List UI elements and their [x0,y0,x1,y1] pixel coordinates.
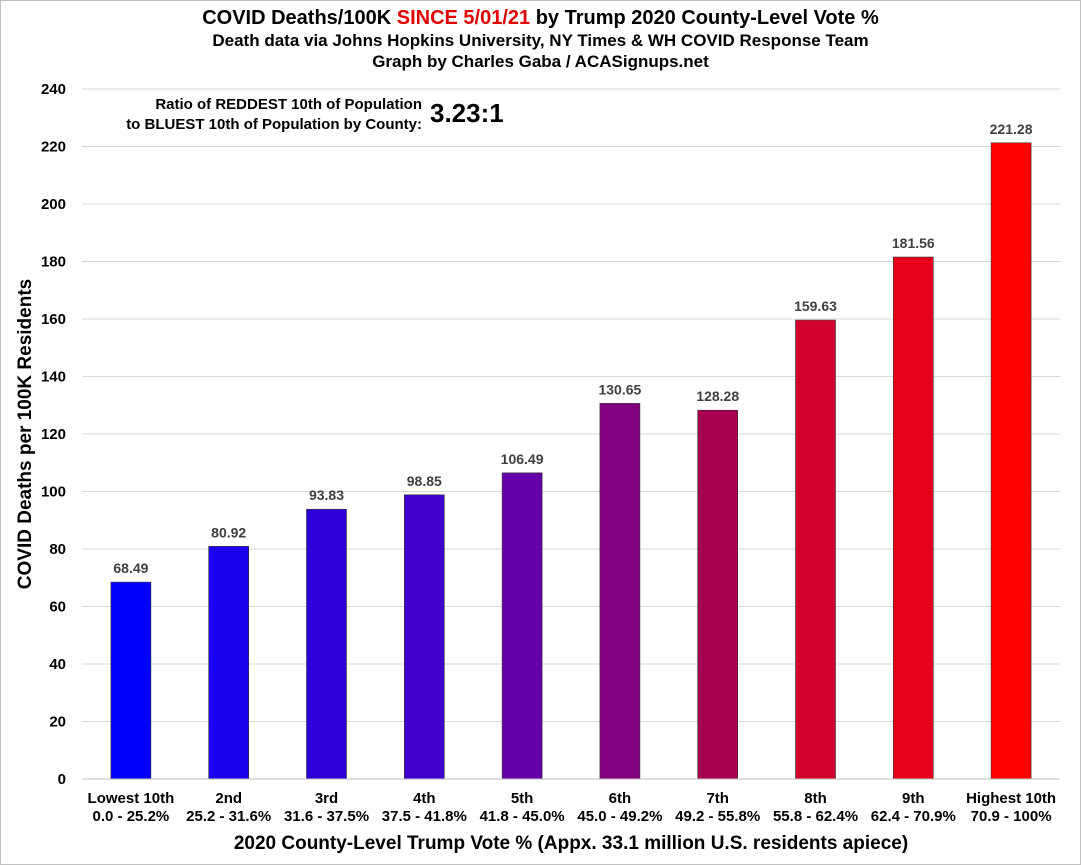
x-axis-label: 2020 County-Level Trump Vote % (Appx. 33… [234,833,908,854]
title-line-1: COVID Deaths/100K SINCE 5/01/21 by Trump… [0,6,1081,30]
x-tick-label: Lowest 10th [88,790,175,807]
y-tick-label: 80 [49,541,66,558]
x-tick-label: 31.6 - 37.5% [284,808,369,825]
x-tick-label: 49.2 - 55.8% [675,808,760,825]
data-label: 98.85 [407,473,442,489]
x-tick-label: 41.8 - 45.0% [480,808,565,825]
bar [208,546,249,780]
y-tick-label: 140 [41,369,66,386]
x-tick-label: 25.2 - 31.6% [186,808,271,825]
y-tick-label: 120 [41,426,66,443]
chart-title: COVID Deaths/100K SINCE 5/01/21 by Trump… [0,6,1081,72]
bar [599,403,641,780]
y-tick-label: 60 [49,599,66,616]
title-suffix: by Trump 2020 County-Level Vote % [530,7,879,29]
bar [697,409,739,780]
x-tick-label: 6th [609,790,632,807]
data-label: 221.28 [990,121,1033,137]
bar [306,508,347,780]
data-label: 159.63 [794,298,837,314]
y-tick-label: 200 [41,196,66,213]
x-tick-label: 8th [804,790,827,807]
data-label: 68.49 [113,560,148,576]
ratio-line-1: Ratio of REDDEST 10th of Population [155,96,422,113]
data-labels: 68.49 80.92 93.83 98.85 106.49 130.65 128.28 15… [113,121,1032,576]
y-tick-label: 0 [58,771,66,788]
title-prefix: COVID Deaths/100K [202,7,397,29]
data-label: 106.49 [501,451,544,467]
y-tick-label: 20 [49,714,66,731]
bars [110,142,1032,780]
y-tick-label: 220 [41,139,66,156]
bar [892,256,934,780]
x-tick-label: 2nd [215,790,242,807]
x-tick-label: 7th [706,790,729,807]
title-line-2: Death data via Johns Hopkins University,… [212,31,869,50]
x-tick-label: 9th [902,790,925,807]
x-tick-label: 4th [413,790,436,807]
y-tick-label: 160 [41,311,66,328]
bar [403,494,445,780]
x-tick-label: 70.9 - 100% [971,808,1052,825]
data-label: 93.83 [309,487,344,503]
y-tick-label: 180 [41,254,66,271]
title-highlight: SINCE 5/01/21 [396,7,531,29]
y-axis-label: COVID Deaths per 100K Residents [15,279,36,589]
y-axis-ticks: 0 20 40 60 80 100 120 140 160 180 200 220 240 [41,81,66,788]
bar [501,472,543,780]
x-tick-label: 0.0 - 25.2% [93,808,170,825]
bar [110,581,152,780]
bar [795,319,836,780]
ratio-text: Ratio of REDDEST 10th of Population to B… [102,95,422,135]
ratio-value: 3.23:1 [430,98,504,128]
bar [990,142,1032,780]
x-tick-label: 55.8 - 62.4% [773,808,858,825]
y-tick-label: 100 [41,484,66,501]
y-tick-label: 40 [49,656,66,673]
ratio-line-2: to BLUEST 10th of Population by County: [126,116,422,133]
data-label: 128.28 [696,388,739,404]
ratio-annotation: Ratio of REDDEST 10th of Population to B… [100,93,430,137]
data-label: 181.56 [892,235,935,251]
x-tick-label: 62.4 - 70.9% [871,808,956,825]
x-tick-label: 37.5 - 41.8% [382,808,467,825]
data-label: 80.92 [211,524,246,540]
data-label: 130.65 [598,381,641,397]
x-tick-label: Highest 10th [966,790,1056,807]
title-line-3: Graph by Charles Gaba / ACASignups.net [372,52,709,71]
y-tick-label: 240 [41,81,66,98]
x-tick-label: 3rd [315,790,338,807]
x-tick-label: 5th [511,790,534,807]
x-tick-label: 45.0 - 49.2% [577,808,662,825]
